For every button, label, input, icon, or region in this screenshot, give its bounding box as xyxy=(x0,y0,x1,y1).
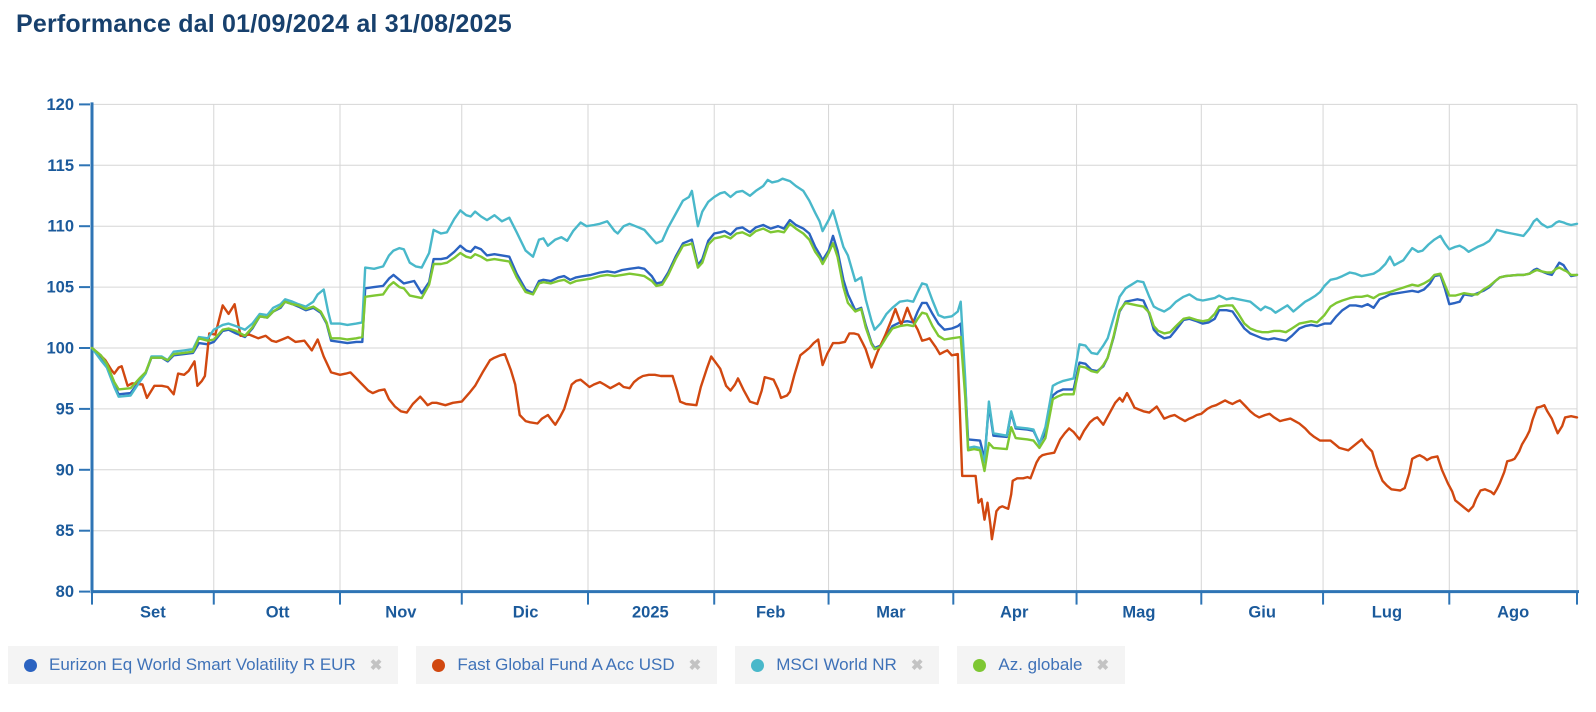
svg-text:110: 110 xyxy=(47,218,74,236)
legend-item-az-globale[interactable]: Az. globale ✖ xyxy=(957,646,1126,684)
chart-canvas: 80 85 90 95 100 105 110 115 120 Set Ott Nov Dic 2025 F… xyxy=(46,96,1579,622)
svg-text:95: 95 xyxy=(56,400,74,418)
series-color-dot xyxy=(24,658,37,672)
series-line-0 xyxy=(90,218,1579,460)
x-axis-label-set: Set xyxy=(140,604,166,622)
legend-item-label: Fast Global Fund A Acc USD xyxy=(457,655,675,674)
x-axis-label-2025: 2025 xyxy=(632,604,669,622)
legend-item-msci-world[interactable]: MSCI World NR ✖ xyxy=(735,646,940,684)
remove-series-icon[interactable]: ✖ xyxy=(910,657,924,674)
series-color-dot xyxy=(973,658,987,672)
series-color-dot xyxy=(751,658,765,672)
remove-series-icon[interactable]: ✖ xyxy=(688,657,702,674)
svg-text:100: 100 xyxy=(46,340,74,358)
svg-text:105: 105 xyxy=(46,279,74,297)
remove-series-icon[interactable]: ✖ xyxy=(1096,657,1110,674)
series-line-2 xyxy=(90,177,1579,464)
x-axis-label-giu: Giu xyxy=(1248,604,1276,622)
x-axis-label-lug: Lug xyxy=(1372,604,1402,622)
x-axis-label-mag: Mag xyxy=(1122,604,1155,622)
legend-item-label: MSCI World NR xyxy=(776,655,897,674)
svg-text:85: 85 xyxy=(56,522,74,540)
legend: Eurizon Eq World Smart Volatility R EUR … xyxy=(8,646,1126,684)
svg-text:115: 115 xyxy=(47,157,74,175)
x-axis-label-mar: Mar xyxy=(876,604,906,622)
x-axis-label-ott: Ott xyxy=(266,604,290,622)
x-axis-label-nov: Nov xyxy=(385,604,417,622)
legend-item-fast-global[interactable]: Fast Global Fund A Acc USD ✖ xyxy=(416,646,718,684)
legend-item-label: Eurizon Eq World Smart Volatility R EUR xyxy=(49,655,356,674)
svg-text:80: 80 xyxy=(56,583,74,601)
page-title: Performance dal 01/09/2024 al 31/08/2025 xyxy=(16,10,512,38)
x-axis-label-dic: Dic xyxy=(513,604,539,622)
remove-series-icon[interactable]: ✖ xyxy=(369,657,383,674)
x-axis-label-feb: Feb xyxy=(756,604,785,622)
svg-text:90: 90 xyxy=(56,461,74,479)
series-line-1 xyxy=(90,302,1579,541)
svg-text:120: 120 xyxy=(46,96,74,114)
series-line-3 xyxy=(90,222,1579,473)
x-axis-label-apr: Apr xyxy=(1000,604,1029,622)
series-color-dot xyxy=(432,658,446,672)
legend-item-eurizon[interactable]: Eurizon Eq World Smart Volatility R EUR … xyxy=(8,646,399,684)
performance-chart: 80 85 90 95 100 105 110 115 120 Set Ott Nov Dic 2025 F… xyxy=(0,75,1596,635)
x-axis-label-ago: Ago xyxy=(1497,604,1529,622)
legend-item-label: Az. globale xyxy=(998,655,1083,674)
